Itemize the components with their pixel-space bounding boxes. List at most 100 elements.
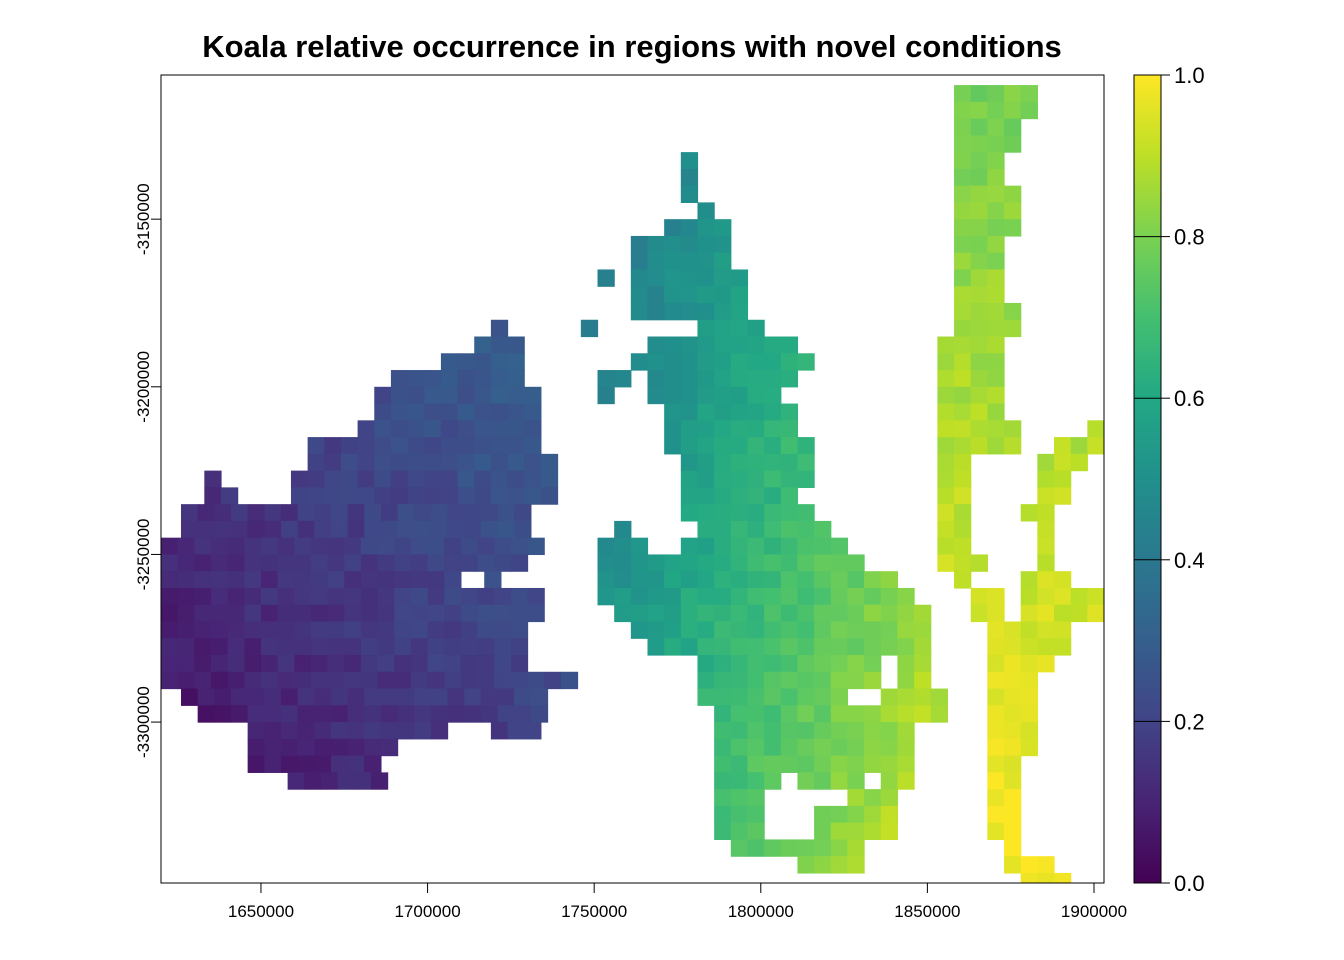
raster-cell — [314, 738, 332, 757]
raster-cell — [630, 235, 649, 254]
raster-cell — [477, 671, 495, 690]
raster-cell — [194, 571, 212, 589]
raster-cell — [197, 520, 215, 539]
raster-cell — [344, 571, 362, 589]
raster-cell — [540, 487, 559, 505]
raster-cell — [797, 504, 815, 522]
legend-tick-label: 0.6 — [1174, 386, 1205, 411]
raster-cell — [277, 671, 295, 690]
raster-cell — [970, 135, 988, 153]
raster-cell — [714, 269, 732, 287]
raster-cell — [277, 655, 295, 673]
raster-cell — [714, 571, 732, 589]
raster-cell — [664, 353, 682, 371]
raster-cell — [1020, 872, 1038, 883]
raster-cell — [730, 420, 749, 438]
raster-cell — [477, 621, 495, 639]
raster-cell — [714, 386, 732, 405]
raster-cell — [474, 353, 492, 371]
raster-cell — [264, 504, 282, 522]
raster-cell — [847, 738, 865, 757]
raster-cell — [864, 805, 882, 824]
raster-cell — [1054, 604, 1072, 623]
raster-cell — [407, 437, 425, 455]
raster-cell — [410, 638, 429, 656]
raster-cell — [697, 420, 715, 438]
raster-cell — [954, 520, 972, 539]
raster-cell — [424, 403, 442, 421]
raster-cell — [494, 554, 512, 572]
raster-cell — [161, 537, 179, 556]
raster-cell — [464, 688, 482, 706]
raster-cell — [897, 671, 915, 690]
raster-cell — [490, 420, 509, 438]
raster-cell — [764, 688, 782, 706]
raster-cell — [847, 571, 865, 589]
raster-cell — [314, 504, 332, 522]
raster-cell — [764, 722, 782, 740]
raster-cell — [360, 638, 379, 656]
raster-cell — [847, 554, 865, 572]
raster-cell — [377, 604, 395, 623]
raster-cell — [954, 319, 972, 338]
raster-cell — [747, 671, 765, 690]
raster-cell — [680, 168, 699, 187]
raster-cell — [697, 504, 715, 522]
raster-cell — [344, 604, 362, 623]
raster-cell — [514, 504, 532, 522]
raster-cell — [697, 587, 715, 606]
raster-cell — [347, 520, 365, 539]
raster-cell — [460, 655, 479, 673]
raster-cell — [524, 437, 542, 455]
raster-cell — [477, 604, 495, 623]
raster-cell — [297, 722, 315, 740]
raster-cell — [914, 621, 932, 639]
raster-cell — [847, 587, 865, 606]
raster-cell — [764, 353, 782, 371]
raster-cell — [987, 822, 1005, 841]
raster-cell — [830, 839, 849, 857]
raster-cell — [374, 403, 392, 421]
raster-cell — [480, 504, 499, 522]
raster-cell — [1004, 135, 1022, 153]
raster-cell — [457, 353, 475, 371]
raster-cell — [1004, 671, 1022, 690]
raster-cell — [280, 755, 299, 773]
raster-cell — [1037, 537, 1055, 556]
raster-cell — [680, 286, 699, 304]
raster-cell — [427, 571, 445, 589]
raster-cell — [830, 621, 849, 639]
raster-cell — [327, 621, 345, 639]
raster-cell — [730, 604, 749, 623]
raster-cell — [597, 269, 615, 287]
raster-cell — [814, 738, 832, 757]
raster-cell — [714, 235, 732, 254]
raster-cell — [1004, 738, 1022, 757]
raster-cell — [397, 504, 415, 522]
x-tick-label: 1750000 — [561, 902, 627, 921]
raster-cell — [177, 537, 195, 556]
raster-cell — [1004, 805, 1022, 824]
raster-cell — [347, 504, 365, 522]
raster-cell — [327, 587, 345, 606]
raster-cell — [244, 587, 262, 606]
raster-cell — [540, 470, 559, 488]
raster-cell — [280, 504, 299, 522]
raster-cell — [780, 621, 799, 639]
raster-cell — [847, 805, 865, 824]
raster-cell — [697, 202, 715, 220]
raster-cell — [714, 655, 732, 673]
raster-cell — [310, 638, 329, 656]
raster-cell — [161, 587, 179, 606]
raster-cell — [987, 118, 1005, 136]
raster-cell — [414, 688, 432, 706]
raster-cell — [327, 537, 345, 556]
raster-cell — [294, 604, 312, 623]
raster-cell — [410, 655, 429, 673]
raster-cell — [797, 772, 815, 790]
raster-cell — [497, 520, 515, 539]
raster-cell — [937, 453, 955, 472]
raster-cell — [430, 520, 449, 539]
raster-cell — [460, 638, 479, 656]
raster-cell — [280, 738, 299, 757]
